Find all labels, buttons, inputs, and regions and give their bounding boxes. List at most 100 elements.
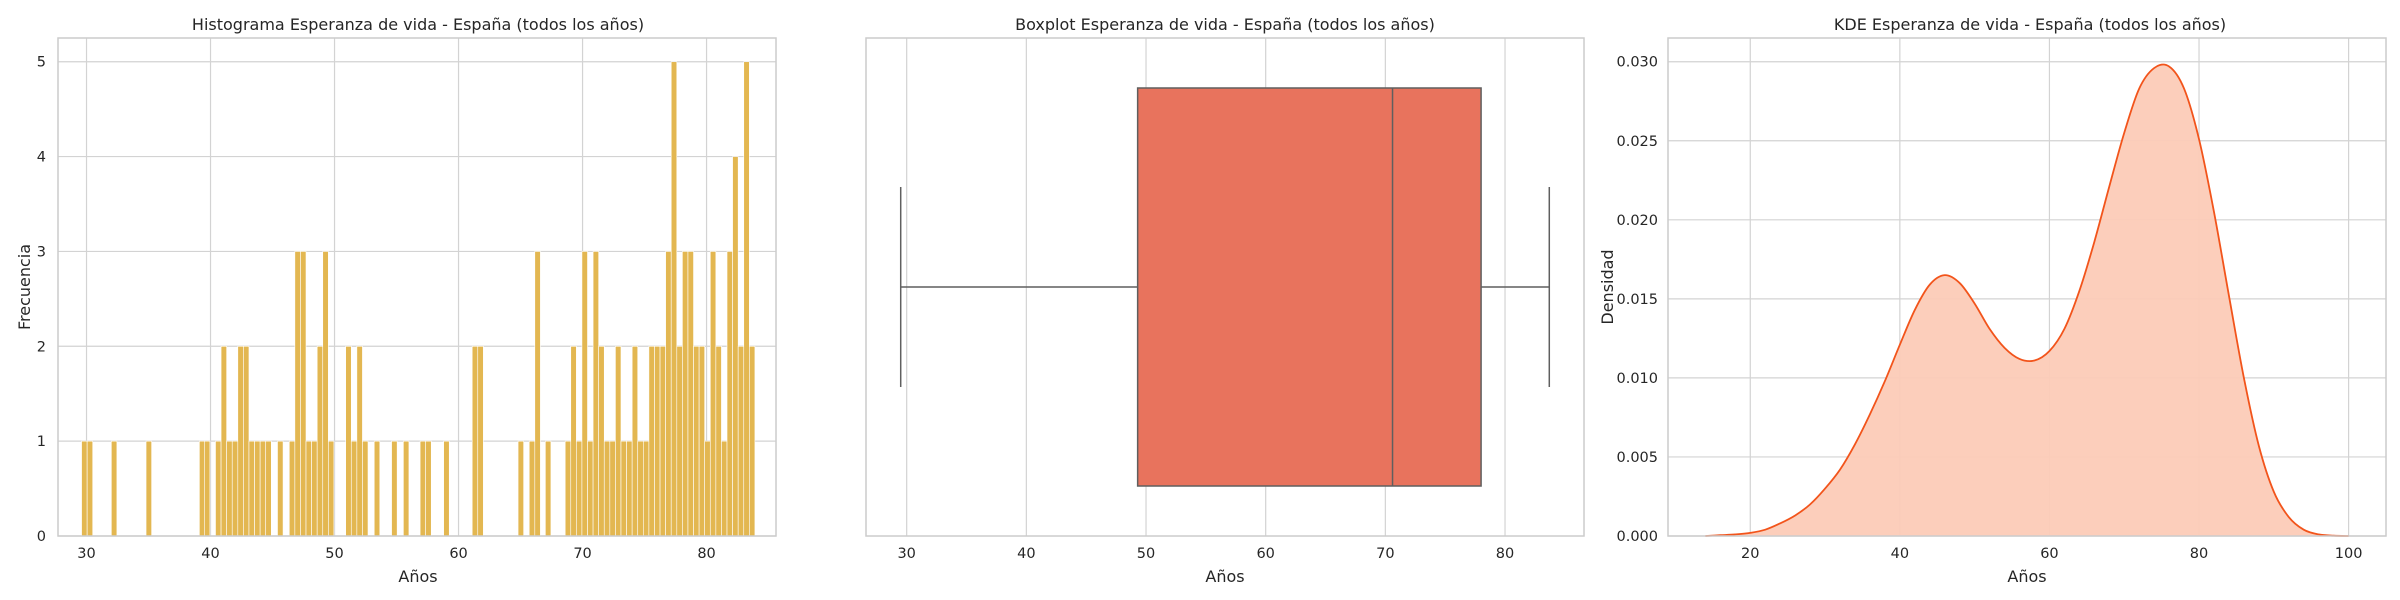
histogram-bar <box>648 345 655 537</box>
histogram-bar <box>603 440 611 537</box>
histogram-bar <box>322 251 329 537</box>
x-tick-label: 60 <box>2040 546 2058 562</box>
histogram-bar <box>237 345 244 537</box>
histogram-bar <box>111 440 118 537</box>
y-tick-label: 0.030 <box>1616 55 1658 71</box>
histogram-bar <box>609 440 616 537</box>
histogram-bar <box>598 345 605 537</box>
histogram-bar <box>288 440 296 537</box>
histogram-bar <box>665 251 672 537</box>
histogram-bar <box>545 440 552 537</box>
y-tick-label: 0.020 <box>1616 213 1658 229</box>
x-tick-label: 40 <box>1017 546 1035 562</box>
histogram-bar <box>226 440 233 537</box>
kde-title: KDE Esperanza de vida - España (todos lo… <box>1834 15 2226 34</box>
histogram-bar <box>709 251 717 537</box>
histogram-bar <box>749 345 756 537</box>
histogram-bar <box>345 345 352 537</box>
kde-y-label: Densidad <box>1598 249 1617 324</box>
y-tick-label: 0.000 <box>1616 529 1658 545</box>
x-tick-label: 50 <box>325 546 343 562</box>
histogram-bar <box>328 440 335 537</box>
y-tick-label: 2 <box>37 339 46 355</box>
histogram-bar <box>534 251 541 537</box>
kde-line <box>1705 63 2349 537</box>
histogram-bar <box>471 345 479 537</box>
x-tick-label: 70 <box>573 546 591 562</box>
histogram-bar <box>477 345 484 537</box>
x-tick-label: 30 <box>77 546 95 562</box>
histogram-title: Histograma Esperanza de vida - España (t… <box>192 15 644 34</box>
histogram-bar <box>670 61 678 537</box>
boxplot-x-ticks: 30 40 50 60 70 80 <box>897 546 1514 562</box>
boxplot-title: Boxplot Esperanza de vida - España (todo… <box>1015 15 1435 34</box>
histogram-bar <box>626 440 633 537</box>
histogram-bar <box>637 440 644 537</box>
y-tick-label: 3 <box>37 244 46 260</box>
kde-x-label: Años <box>2007 567 2046 586</box>
histogram-bar <box>204 440 211 537</box>
histogram-bar <box>743 61 750 537</box>
histogram-bar <box>419 440 426 537</box>
histogram-bar <box>726 251 733 537</box>
histogram-bar <box>687 251 694 537</box>
x-tick-label: 40 <box>1891 546 1909 562</box>
histogram-bar <box>294 251 301 537</box>
histogram-bar <box>576 440 583 537</box>
histogram-bar <box>259 440 267 537</box>
y-tick-label: 0.010 <box>1616 371 1658 387</box>
histogram-bar <box>517 440 524 537</box>
x-tick-label: 100 <box>2335 546 2363 562</box>
histogram-bar <box>231 440 239 537</box>
histogram-bar <box>277 440 284 537</box>
x-tick-label: 50 <box>1137 546 1155 562</box>
x-tick-label: 80 <box>2190 546 2208 562</box>
y-tick-label: 1 <box>37 434 46 450</box>
histogram-bar <box>676 345 683 537</box>
x-tick-label: 40 <box>201 546 219 562</box>
histogram-bar <box>81 440 88 537</box>
y-tick-label: 0.005 <box>1616 450 1658 466</box>
boxplot-x-label: Años <box>1205 567 1244 586</box>
y-tick-label: 0.025 <box>1616 134 1658 150</box>
x-tick-label: 30 <box>897 546 915 562</box>
histogram-bar <box>362 440 369 537</box>
y-tick-label: 5 <box>37 55 46 71</box>
histogram-panel: Histograma Esperanza de vida - España (t… <box>15 15 777 586</box>
histogram-bar <box>732 156 739 537</box>
histogram-bar <box>305 440 312 537</box>
histogram-bar <box>86 440 94 537</box>
histogram-bar <box>528 440 536 537</box>
boxplot-marks <box>899 87 1551 487</box>
histogram-y-label: Frecuencia <box>15 244 34 330</box>
histogram-bar <box>564 440 572 537</box>
histogram-bar <box>265 440 272 537</box>
histogram-bars <box>81 61 756 537</box>
histogram-bar <box>443 440 450 537</box>
histogram-bar <box>715 345 722 537</box>
kde-y-ticks: 0.000 0.005 0.010 0.015 0.020 0.025 0.030 <box>1616 55 1658 545</box>
histogram-bar <box>300 251 307 537</box>
histogram-bar <box>350 440 358 537</box>
kde-area <box>1705 64 2349 537</box>
histogram-bar <box>698 345 705 537</box>
x-tick-label: 80 <box>697 546 715 562</box>
histogram-bar <box>615 345 622 537</box>
histogram-bar <box>693 345 700 537</box>
histogram-bar <box>254 440 261 537</box>
histogram-x-ticks: 30 40 50 60 70 80 <box>77 546 715 562</box>
histogram-bar <box>620 440 627 537</box>
histogram-bar <box>243 345 250 537</box>
histogram-bar <box>403 440 410 537</box>
histogram-bar <box>248 440 255 537</box>
histogram-bar <box>592 251 599 537</box>
y-tick-label: 4 <box>37 150 46 166</box>
histogram-bar <box>704 440 711 537</box>
histogram-bar <box>659 345 666 537</box>
histogram-bar <box>356 345 363 537</box>
histogram-bar <box>373 440 381 537</box>
histogram-bar <box>215 440 222 537</box>
histogram-bar <box>581 251 588 537</box>
y-tick-label: 0 <box>37 529 46 545</box>
